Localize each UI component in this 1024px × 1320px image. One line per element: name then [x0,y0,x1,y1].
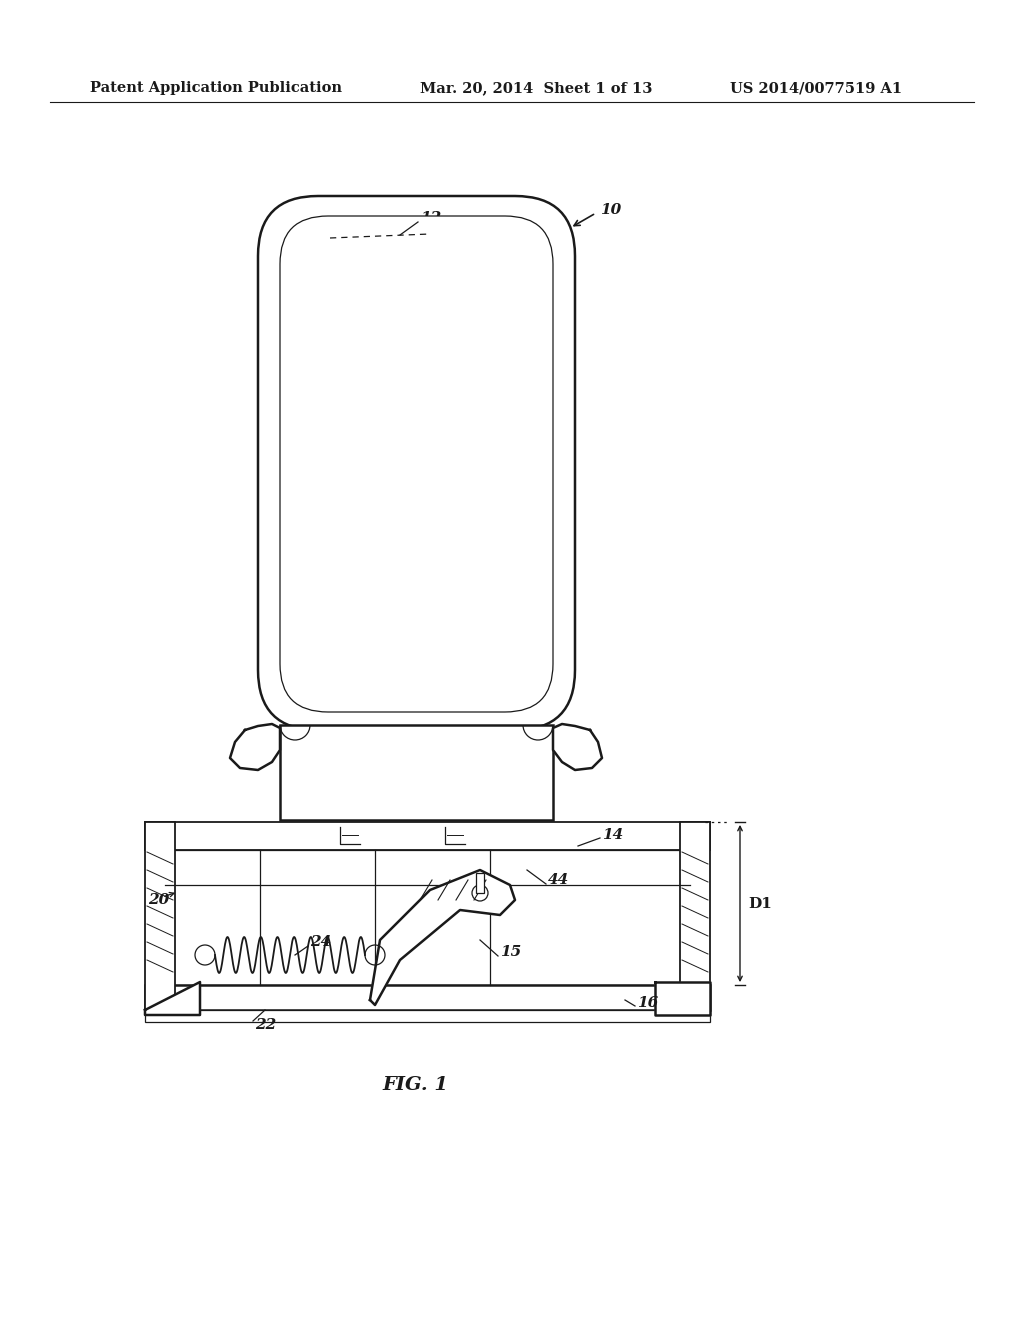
Polygon shape [145,982,200,1015]
Text: US 2014/0077519 A1: US 2014/0077519 A1 [730,81,902,95]
Text: 15: 15 [500,945,521,960]
Bar [280,725,553,820]
Text: 22: 22 [255,1018,276,1032]
Bar [165,850,690,985]
Bar [145,822,175,1010]
Text: 16: 16 [637,997,658,1010]
Polygon shape [230,723,280,770]
FancyBboxPatch shape [258,195,575,730]
Bar [680,822,710,1010]
Bar [145,1010,710,1022]
Text: 12: 12 [420,211,441,224]
Text: FIG. 1: FIG. 1 [382,1076,449,1094]
Text: 24: 24 [310,935,331,949]
Polygon shape [553,723,602,770]
Text: 10: 10 [600,203,622,216]
Polygon shape [655,982,710,1015]
Text: D1: D1 [748,896,772,911]
FancyBboxPatch shape [280,216,553,711]
Text: 14: 14 [602,828,624,842]
Bar [145,822,710,850]
Text: 20: 20 [148,894,169,907]
Polygon shape [370,870,515,1005]
Bar [476,873,484,894]
Text: 44: 44 [548,873,569,887]
Text: Patent Application Publication: Patent Application Publication [90,81,342,95]
Bar [145,985,710,1010]
Text: Mar. 20, 2014  Sheet 1 of 13: Mar. 20, 2014 Sheet 1 of 13 [420,81,652,95]
